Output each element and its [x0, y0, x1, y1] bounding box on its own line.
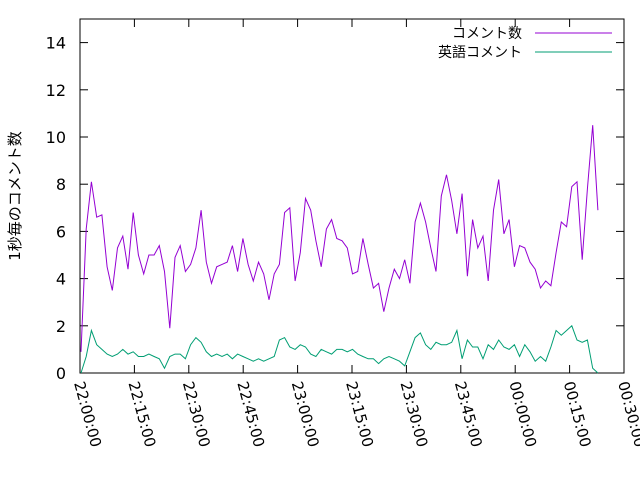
- legend-label: 英語コメント: [438, 44, 522, 61]
- x-tick-label: 23:45:00: [451, 379, 486, 449]
- series-layer: [80, 125, 599, 374]
- x-tick-label: 23:00:00: [288, 379, 323, 449]
- legend-label: コメント数: [452, 26, 522, 42]
- y-axis: 0 2 4 6 8 10 12 14: [46, 34, 624, 383]
- y-tick-label: 8: [56, 175, 66, 194]
- x-tick-label: 22:00:00: [70, 379, 105, 449]
- y-axis-label: 1秒毎のコメント数: [6, 131, 24, 261]
- y-tick-label: 6: [56, 222, 66, 241]
- x-tick-label: 22:15:00: [125, 379, 160, 449]
- y-tick-label: 2: [56, 317, 66, 336]
- y-tick-label: 14: [46, 34, 66, 53]
- y-tick-label: 0: [56, 364, 66, 383]
- y-tick-label: 10: [46, 128, 66, 147]
- y-tick-label: 4: [56, 270, 66, 289]
- series-line-2: [80, 324, 599, 374]
- x-tick-label: 00:00:00: [505, 379, 540, 449]
- x-tick-label: 22:45:00: [233, 379, 268, 449]
- x-tick-label: 00:15:00: [560, 379, 595, 449]
- series-line-1: [80, 125, 599, 352]
- x-tick-label: 23:30:00: [397, 379, 432, 449]
- x-axis: 22:00:00 22:15:00 22:30:00 22:45:00 23:00:00…: [70, 19, 640, 449]
- x-tick-label: 23:15:00: [342, 379, 377, 449]
- x-tick-label: 00:30:00: [614, 379, 640, 449]
- plot-frame: [79, 18, 625, 374]
- y-tick-label: 12: [46, 81, 66, 100]
- x-tick-label: 22:30:00: [179, 379, 214, 449]
